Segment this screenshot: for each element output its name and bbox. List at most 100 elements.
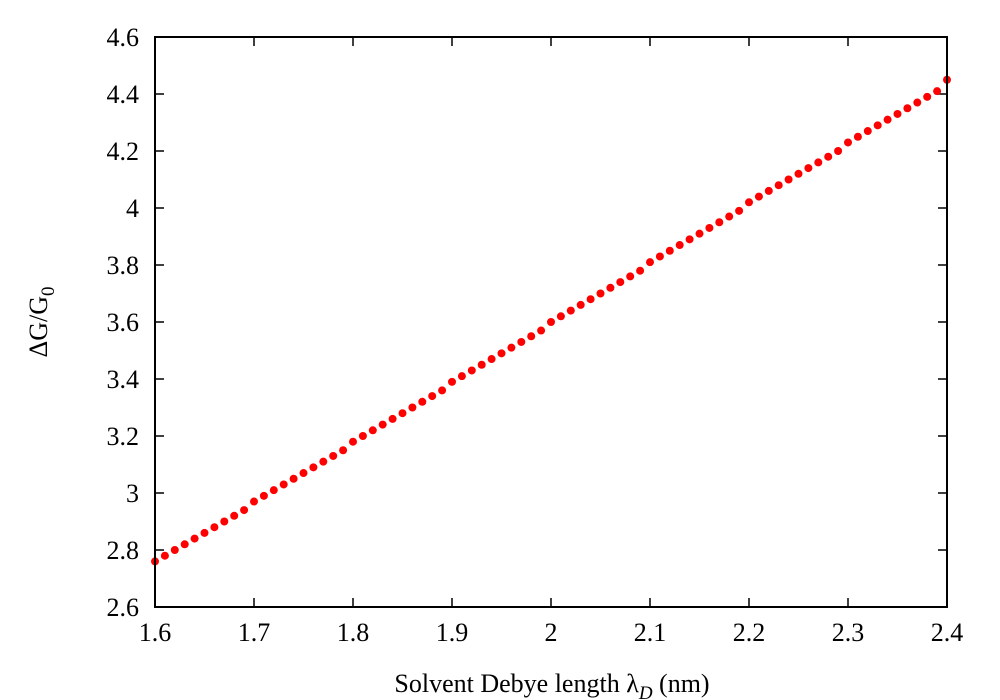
data-point (507, 343, 516, 352)
data-point (863, 127, 872, 136)
data-point (665, 246, 674, 255)
data-point (844, 138, 852, 147)
data-point (804, 164, 813, 173)
data-point (547, 318, 555, 326)
data-point (606, 283, 615, 292)
y-tick-label: 4.2 (107, 137, 140, 166)
data-point (873, 121, 882, 130)
y-tick-label: 3 (126, 479, 139, 508)
data-point (398, 409, 407, 418)
data-point (170, 546, 179, 554)
y-tick-label: 4.6 (107, 23, 140, 52)
x-tick-label: 2.2 (733, 618, 766, 647)
data-point (349, 437, 357, 446)
data-point (754, 192, 763, 201)
data-point (774, 181, 783, 190)
data-point (259, 491, 268, 500)
x-tick-label: 2.4 (931, 618, 964, 647)
data-point (517, 337, 526, 346)
x-tick-label: 2.3 (832, 618, 865, 647)
data-point (834, 147, 843, 155)
y-tick-label: 4 (126, 194, 139, 223)
data-point (368, 426, 377, 435)
data-point (438, 386, 447, 395)
x-tick-label: 1.6 (139, 618, 172, 647)
y-tick-label: 3.4 (107, 365, 140, 394)
data-point (250, 497, 258, 506)
data-point (626, 272, 635, 281)
data-point (933, 87, 942, 96)
plot-frame (154, 36, 948, 608)
data-point (636, 266, 645, 275)
data-point (725, 212, 734, 221)
data-point (299, 469, 308, 478)
y-axis-label: ΔG/G0 (24, 287, 59, 358)
x-axis-label: Solvent Debye length λD (nm) (394, 669, 709, 700)
data-point (824, 152, 833, 161)
data-point (646, 258, 654, 267)
data-point (586, 295, 595, 304)
data-point (279, 480, 288, 489)
x-tick-label: 1.9 (436, 618, 469, 647)
data-point (715, 218, 724, 227)
data-point (388, 414, 397, 423)
y-tick-label: 3.8 (107, 251, 140, 280)
data-point (735, 206, 744, 215)
data-point (883, 115, 892, 124)
data-point (240, 506, 249, 515)
data-point (566, 306, 575, 315)
data-point (923, 92, 932, 101)
data-point (764, 186, 773, 195)
data-point (477, 360, 486, 369)
data-point (200, 528, 209, 537)
data-point (497, 349, 506, 358)
data-point (903, 104, 912, 113)
data-point (527, 332, 536, 341)
data-point (220, 517, 229, 526)
data-point (487, 355, 496, 364)
data-point (210, 523, 219, 532)
x-tick-label: 1.7 (238, 618, 271, 647)
data-point (537, 326, 546, 335)
data-point (319, 457, 328, 466)
data-point (576, 300, 585, 309)
data-point (913, 98, 922, 107)
data-point (675, 241, 684, 250)
data-point (378, 420, 387, 429)
data-point (329, 451, 338, 460)
data-point (358, 432, 367, 440)
y-tick-label: 3.6 (107, 308, 140, 337)
x-tick-label: 2 (545, 618, 558, 647)
data-point (428, 392, 437, 401)
data-point (853, 132, 862, 141)
data-point (616, 278, 625, 287)
y-tick-label: 3.2 (107, 422, 140, 451)
data-point (556, 312, 565, 321)
y-tick-label: 4.4 (107, 80, 140, 109)
data-point (784, 175, 793, 184)
data-point (745, 198, 753, 207)
data-point (695, 229, 704, 238)
data-point (705, 223, 714, 232)
data-point (408, 403, 417, 412)
data-point (467, 366, 476, 375)
x-tick-label: 2.1 (634, 618, 667, 647)
data-points (151, 75, 951, 566)
tick-labels: 1.6 1.7 1.8 1.9 2 2.1 2.2 2.3 2.4 2.6 2.8 3 3.2 3.4 3.… (107, 23, 964, 647)
y-tick-label: 2.6 (107, 593, 140, 622)
data-point (418, 397, 427, 406)
data-point (289, 474, 298, 483)
data-point (893, 109, 902, 118)
data-point (160, 551, 169, 560)
data-point (457, 372, 466, 381)
data-point (180, 540, 189, 549)
x-tick-label: 1.8 (337, 618, 370, 647)
data-point (339, 446, 348, 455)
data-point (814, 158, 823, 167)
data-point (596, 289, 605, 298)
data-point (230, 511, 239, 520)
data-point (309, 463, 318, 472)
data-point (269, 486, 278, 495)
data-point (685, 235, 694, 244)
